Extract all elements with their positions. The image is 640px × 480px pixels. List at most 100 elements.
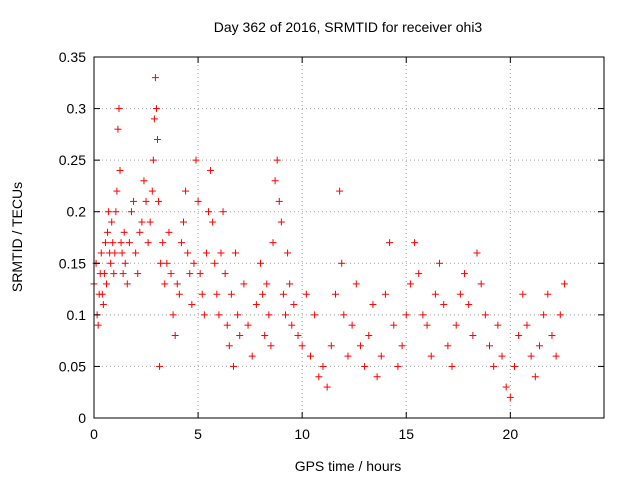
data-point [121, 259, 129, 267]
data-point [502, 383, 510, 391]
data-point [118, 249, 126, 257]
data-point [269, 239, 277, 247]
data-point [157, 259, 165, 267]
data-point [100, 270, 108, 278]
data-point [167, 270, 175, 278]
data-point [138, 218, 146, 226]
data-point [510, 362, 518, 370]
data-point [431, 290, 439, 298]
data-point [132, 249, 140, 257]
data-point [298, 342, 306, 350]
data-point [481, 311, 489, 319]
data-point [286, 280, 294, 288]
data-point [448, 362, 456, 370]
data-point [369, 301, 377, 309]
data-point [461, 270, 469, 278]
data-point [108, 218, 116, 226]
data-point [200, 311, 208, 319]
data-point [192, 156, 200, 164]
data-point [105, 208, 113, 216]
data-point [373, 373, 381, 381]
data-point [117, 239, 125, 247]
data-point [279, 290, 287, 298]
data-point [344, 352, 352, 360]
data-point [116, 166, 124, 174]
data-point [236, 331, 244, 339]
data-point [211, 259, 219, 267]
data-point [217, 249, 225, 257]
data-point [271, 177, 279, 185]
x-tick-label: 5 [194, 426, 202, 442]
data-point [101, 239, 109, 247]
data-point [548, 331, 556, 339]
data-point [523, 321, 531, 329]
data-point [125, 239, 133, 247]
data-point [473, 249, 481, 257]
data-point [284, 249, 292, 257]
x-tick-label: 0 [90, 426, 98, 442]
data-point [469, 331, 477, 339]
data-point [290, 301, 298, 309]
data-point [427, 352, 435, 360]
data-point [477, 280, 485, 288]
data-point [112, 208, 120, 216]
data-point [152, 105, 160, 113]
data-point [252, 301, 260, 309]
data-point [221, 270, 229, 278]
data-point [163, 259, 171, 267]
data-point [415, 270, 423, 278]
data-point [213, 290, 221, 298]
x-tick-label: 10 [294, 426, 310, 442]
data-point [113, 187, 121, 195]
data-point [352, 280, 360, 288]
data-point [261, 331, 269, 339]
data-point [348, 321, 356, 329]
data-point [302, 290, 310, 298]
data-point [257, 259, 265, 267]
data-point [175, 290, 183, 298]
data-point [120, 228, 128, 236]
data-point [99, 301, 107, 309]
data-point [159, 239, 167, 247]
data-point [94, 321, 102, 329]
data-point [173, 280, 181, 288]
data-point [406, 280, 414, 288]
data-point [515, 331, 523, 339]
data-point [136, 228, 144, 236]
data-point [150, 115, 158, 123]
data-point [486, 342, 494, 350]
data-point [452, 321, 460, 329]
data-point [444, 342, 452, 350]
data-point [104, 228, 112, 236]
data-point [156, 362, 164, 370]
data-point [552, 352, 560, 360]
data-point [465, 301, 473, 309]
data-point [273, 156, 281, 164]
data-point [267, 342, 275, 350]
data-point [97, 249, 105, 257]
data-point [151, 74, 159, 82]
data-point [107, 259, 115, 267]
data-point [155, 197, 163, 205]
data-point [398, 342, 406, 350]
data-point [123, 280, 131, 288]
data-point [190, 259, 198, 267]
data-point [394, 362, 402, 370]
data-point [102, 280, 110, 288]
data-point [263, 280, 271, 288]
data-point [144, 239, 152, 247]
axes: 0 0.05 0.1 0.15 0.2 0.25 0.3 0.35 0 5 10 15 20 [59, 49, 604, 442]
data-point [198, 290, 206, 298]
data-point [223, 321, 231, 329]
data-point [456, 290, 464, 298]
data-point [311, 311, 319, 319]
data-point [209, 218, 217, 226]
data-point [188, 301, 196, 309]
data-point [225, 342, 233, 350]
data-point [419, 311, 427, 319]
data-point [207, 166, 215, 174]
data-point [234, 311, 242, 319]
data-point [119, 270, 127, 278]
data-point [294, 331, 302, 339]
